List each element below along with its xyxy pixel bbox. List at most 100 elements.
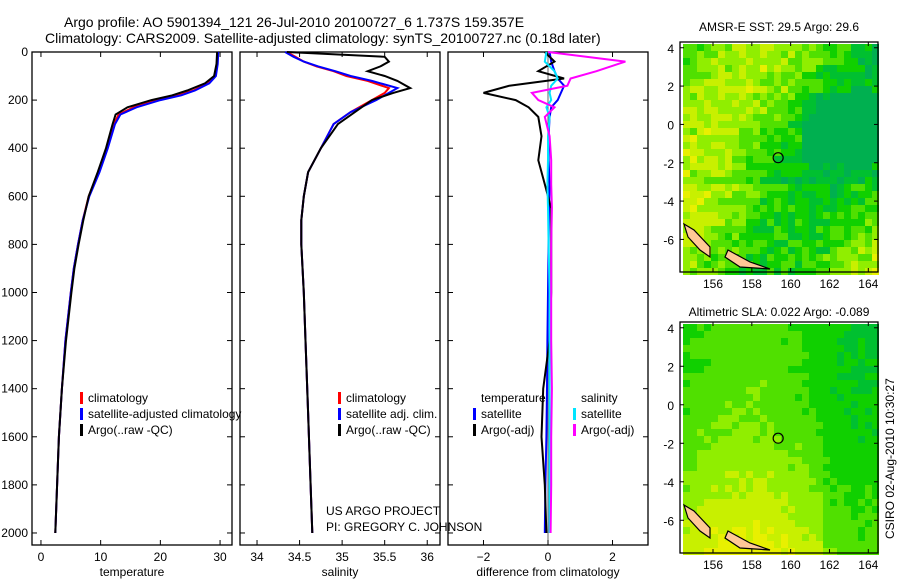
map-cell [725, 163, 732, 170]
map-cell [830, 135, 837, 142]
map-cell [788, 429, 795, 436]
map-cell [697, 450, 704, 457]
map-cell [704, 443, 711, 450]
map-cell [781, 219, 788, 226]
map-cell [711, 212, 718, 219]
map-cell [746, 359, 753, 366]
map-cell [690, 359, 697, 366]
map-cell [837, 44, 844, 51]
map-cell [788, 450, 795, 457]
map-cell [844, 429, 851, 436]
map-cell [802, 366, 809, 373]
map-cell [683, 513, 690, 520]
salinity-legend-swatch [338, 424, 341, 436]
map-cell [788, 401, 795, 408]
map-cell [795, 86, 802, 93]
map-cell [858, 86, 865, 93]
map-cell [851, 359, 858, 366]
map-cell [795, 394, 802, 401]
map-cell [739, 142, 746, 149]
map-cell [774, 401, 781, 408]
map-cell [872, 541, 879, 548]
map-cell [802, 359, 809, 366]
map-cell [739, 436, 746, 443]
map-cell [732, 177, 739, 184]
map-cell [858, 205, 865, 212]
map-cell [739, 240, 746, 247]
map-cell [837, 485, 844, 492]
map-cell [704, 163, 711, 170]
map-cell [858, 114, 865, 121]
map-cell [816, 548, 823, 555]
map-cell [809, 177, 816, 184]
map-cell [809, 135, 816, 142]
map-cell [837, 233, 844, 240]
map-cell [872, 93, 879, 100]
map-cell [872, 352, 879, 359]
map-cell [683, 156, 690, 163]
map-cell [746, 450, 753, 457]
map-cell [872, 394, 879, 401]
map-cell [704, 338, 711, 345]
map-cell [788, 415, 795, 422]
map-cell [865, 233, 872, 240]
map-cell [732, 149, 739, 156]
map-cell [872, 464, 879, 471]
map-cell [767, 485, 774, 492]
map-cell [865, 324, 872, 331]
map-cell [704, 219, 711, 226]
map-cell [739, 415, 746, 422]
map-cell [711, 114, 718, 121]
map-cell [697, 464, 704, 471]
map-cell [746, 436, 753, 443]
map-cell [704, 373, 711, 380]
map-cell [760, 219, 767, 226]
map-cell [753, 520, 760, 527]
map-cell [718, 212, 725, 219]
map-cell [774, 373, 781, 380]
map-cell [837, 548, 844, 555]
map-cell [823, 142, 830, 149]
map-cell [753, 135, 760, 142]
map-cell [851, 338, 858, 345]
map-cell [725, 450, 732, 457]
map-cell [816, 100, 823, 107]
map-cell [788, 93, 795, 100]
map-cell [837, 51, 844, 58]
map-cell [844, 471, 851, 478]
map-cell [767, 142, 774, 149]
map-cell [858, 345, 865, 352]
map-cell [711, 191, 718, 198]
map-cell [739, 499, 746, 506]
map-cell [725, 233, 732, 240]
map-cell [704, 233, 711, 240]
map-cell [690, 527, 697, 534]
map-cell [683, 198, 690, 205]
map-cell [711, 471, 718, 478]
map-cell [844, 114, 851, 121]
map-cell [809, 450, 816, 457]
map-cell [809, 520, 816, 527]
map-cell [837, 478, 844, 485]
map-cell [753, 359, 760, 366]
map-cell [823, 457, 830, 464]
map-cell [774, 219, 781, 226]
map-cell [816, 86, 823, 93]
map-cell [781, 520, 788, 527]
map-cell [837, 401, 844, 408]
map-cell [725, 128, 732, 135]
map-cell [704, 324, 711, 331]
map-cell [725, 422, 732, 429]
map-cell [718, 527, 725, 534]
map-cell [746, 233, 753, 240]
map-cell [704, 359, 711, 366]
map-cell [781, 247, 788, 254]
map-cell [865, 394, 872, 401]
map-cell [690, 65, 697, 72]
project-line-2: PI: GREGORY C. JOHNSON [326, 520, 483, 534]
map-cell [753, 408, 760, 415]
map-cell [774, 541, 781, 548]
map-cell [718, 359, 725, 366]
map-cell [823, 422, 830, 429]
map-cell [753, 429, 760, 436]
